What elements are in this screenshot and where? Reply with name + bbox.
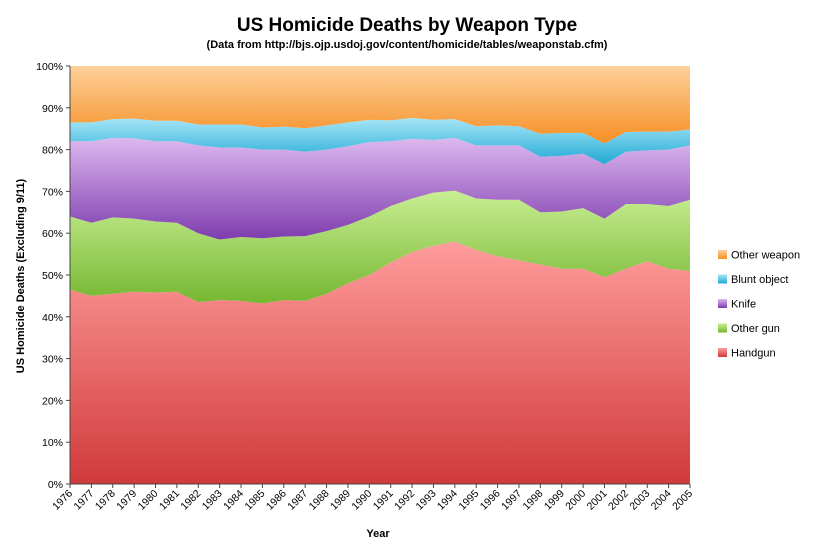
x-tick-label: 1985 <box>243 488 268 513</box>
y-tick-label: 60% <box>42 228 63 240</box>
x-tick-label: 2005 <box>670 488 695 513</box>
x-tick-label: 2000 <box>563 488 588 513</box>
y-tick-label: 80% <box>42 145 63 157</box>
x-tick-label: 1993 <box>414 488 439 513</box>
x-tick-label: 1989 <box>328 488 353 513</box>
x-tick-label: 1998 <box>520 488 545 513</box>
x-tick-label: 1999 <box>542 488 567 513</box>
x-tick-label: 1992 <box>392 488 417 513</box>
y-tick-label: 70% <box>42 186 63 198</box>
area-other-gun <box>70 190 690 304</box>
x-axis-title: Year <box>366 528 390 540</box>
x-tick-label: 1978 <box>93 488 118 513</box>
legend-label: Blunt object <box>731 274 788 286</box>
legend-swatch <box>718 323 727 333</box>
x-tick-label: 1987 <box>285 488 310 513</box>
legend: Other weapon Blunt object Knife Other gun Ha… <box>718 250 800 360</box>
legend-swatch <box>718 299 727 308</box>
x-tick-label: 1980 <box>136 488 161 513</box>
x-tick-label: 2003 <box>627 488 652 513</box>
x-tick-label: 1981 <box>157 488 182 513</box>
y-tick-label: 40% <box>42 312 63 324</box>
y-tick-label: 30% <box>42 354 63 366</box>
x-tick-label: 1997 <box>499 488 524 513</box>
legend-label: Handgun <box>731 348 776 360</box>
legend-label: Other weapon <box>731 250 800 262</box>
area-other-weapon <box>70 66 690 144</box>
x-tick-label: 1988 <box>307 488 332 513</box>
x-tick-label: 1982 <box>178 488 203 513</box>
x-tick-label: 1995 <box>456 488 481 513</box>
plot-areas <box>70 66 690 484</box>
legend-label: Other gun <box>731 323 780 335</box>
x-tick-label: 1996 <box>478 488 503 513</box>
x-tick-label: 2002 <box>606 488 631 513</box>
y-tick-label: 90% <box>42 103 63 115</box>
x-axis: 1976197719781979198019811982198319841985… <box>50 484 695 513</box>
area-knife <box>70 137 690 240</box>
x-tick-label: 2001 <box>585 488 610 513</box>
x-tick-label: 2004 <box>649 488 674 513</box>
chart-subtitle: (Data from http://bjs.ojp.usdoj.gov/cont… <box>207 39 608 51</box>
chart-title: US Homicide Deaths by Weapon Type <box>237 15 577 36</box>
legend-label: Knife <box>731 299 756 311</box>
y-tick-label: 20% <box>42 395 63 407</box>
area-handgun <box>70 241 690 484</box>
y-axis: 0% 10% 20% 30% 40% 50% 60% 70% 80% 90% 100% <box>36 61 70 491</box>
y-tick-label: 50% <box>42 270 63 282</box>
x-tick-label: 1977 <box>71 488 96 513</box>
x-tick-label: 1994 <box>435 488 460 513</box>
y-tick-label: 10% <box>42 437 63 449</box>
x-tick-label: 1979 <box>114 488 139 513</box>
area-blunt-object <box>70 117 690 165</box>
legend-swatch <box>718 274 727 284</box>
x-tick-label: 1976 <box>50 488 75 513</box>
legend-swatch <box>718 348 727 357</box>
legend-swatch <box>718 250 727 259</box>
y-tick-label: 0% <box>48 479 63 491</box>
y-axis-title: US Homicide Deaths (Excluding 9/11) <box>15 178 27 373</box>
x-tick-label: 1986 <box>264 488 289 513</box>
x-tick-label: 1990 <box>349 488 374 513</box>
x-tick-label: 1983 <box>200 488 225 513</box>
y-tick-label: 100% <box>36 61 63 73</box>
x-tick-label: 1991 <box>371 488 396 513</box>
x-tick-label: 1984 <box>221 488 246 513</box>
